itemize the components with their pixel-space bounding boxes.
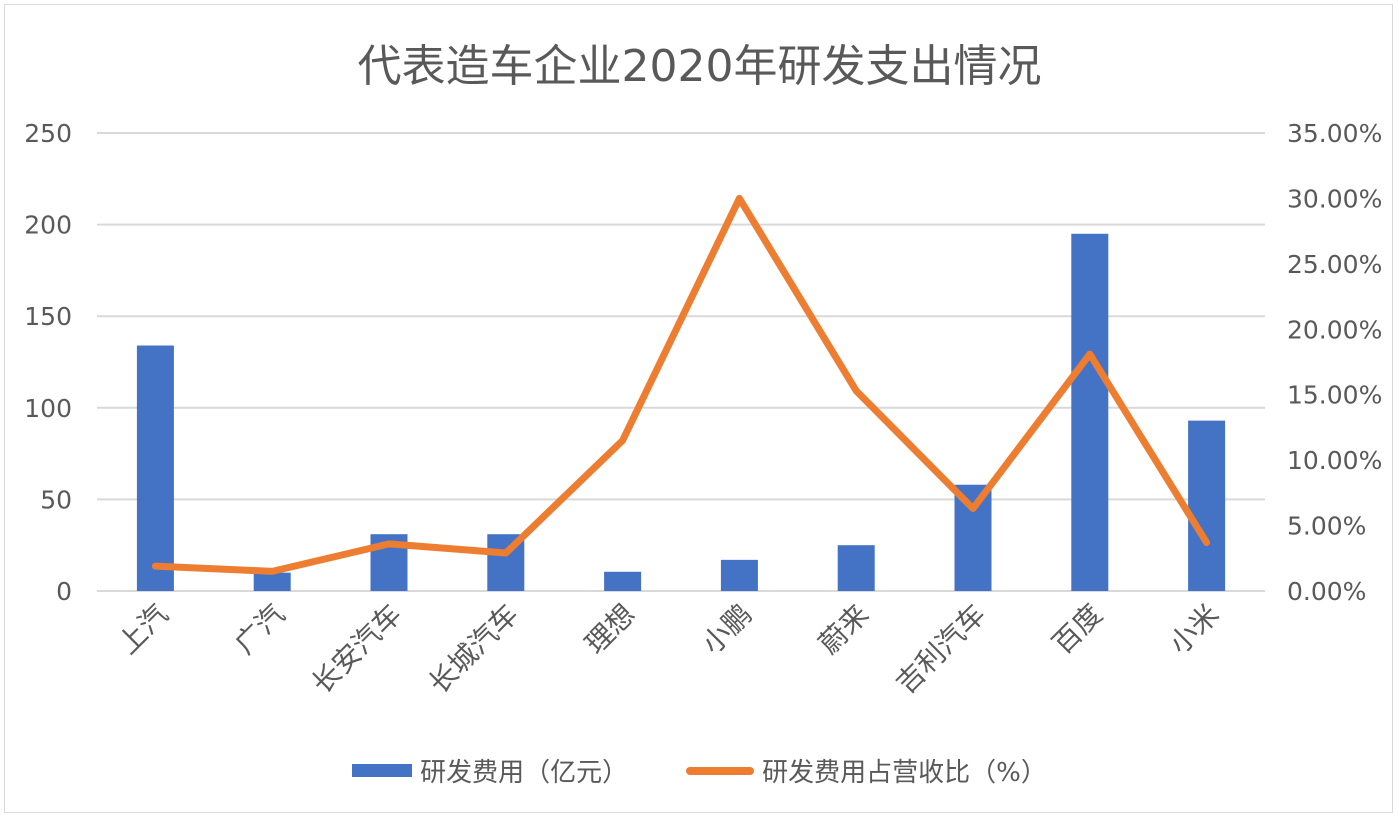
bar-小米 <box>1188 420 1226 591</box>
bar-蔚来 <box>837 545 875 591</box>
line-series-ratio <box>151 194 1211 575</box>
bar-上汽 <box>136 345 174 591</box>
left-axis-tick-label: 250 <box>24 119 72 148</box>
legend-item-bar: 研发费用（亿元） <box>352 752 628 789</box>
category-label: 长安汽车 <box>305 598 408 701</box>
legend-item-line: 研发费用占营收比（%） <box>686 752 1047 789</box>
line-point-小鹏 <box>738 197 740 199</box>
line-point-小米 <box>1206 542 1208 544</box>
legend-label-line: 研发费用占营收比（%） <box>762 758 1047 788</box>
right-axis-tick-label: 20.00% <box>1287 315 1382 344</box>
left-axis-tick-label: 100 <box>24 394 72 423</box>
line-point-理想 <box>622 440 624 442</box>
line-point-长安汽车 <box>388 543 390 545</box>
bar-吉利汽车 <box>954 484 992 591</box>
category-label: 上汽 <box>111 598 174 661</box>
bar-百度 <box>1071 233 1109 591</box>
left-axis-tick-label: 200 <box>24 211 72 240</box>
bar-广汽 <box>253 572 291 591</box>
right-axis-tick-label: 30.00% <box>1287 184 1382 213</box>
line-point-广汽 <box>271 570 273 572</box>
category-label: 小鹏 <box>695 598 758 661</box>
category-label: 吉利汽车 <box>889 598 992 701</box>
category-label: 广汽 <box>228 598 291 661</box>
right-axis-tick-label: 35.00% <box>1287 119 1382 148</box>
legend-swatch-bar <box>352 764 413 777</box>
bar-小鹏 <box>720 559 758 591</box>
left-axis-tick-label: 150 <box>24 302 72 331</box>
left-axis-tick-label: 0 <box>56 577 72 606</box>
right-axis-tick-label: 10.00% <box>1287 446 1382 475</box>
line-point-长城汽车 <box>505 552 507 554</box>
right-axis-tick-label: 15.00% <box>1287 381 1382 410</box>
category-label: 蔚来 <box>812 598 875 661</box>
legend-label-bar: 研发费用（亿元） <box>420 758 629 788</box>
line-point-上汽 <box>154 565 156 567</box>
chart-legend: 研发费用（亿元） 研发费用占营收比（%） <box>0 752 1399 789</box>
left-axis-tick-label: 50 <box>40 485 72 514</box>
legend-swatch-line <box>686 766 755 775</box>
category-label: 小米 <box>1163 598 1226 661</box>
category-label: 长城汽车 <box>422 598 525 701</box>
line-point-吉利汽车 <box>972 508 974 510</box>
category-label: 理想 <box>579 598 642 661</box>
right-axis-tick-label: 0.00% <box>1287 577 1366 606</box>
right-axis-tick-label: 25.00% <box>1287 250 1382 279</box>
right-axis-tick-label: 5.00% <box>1287 512 1366 541</box>
bar-理想 <box>604 571 642 591</box>
category-label: 百度 <box>1046 598 1109 661</box>
chart-title: 代表造车企业2020年研发支出情况 <box>357 41 1042 92</box>
line-point-百度 <box>1089 353 1091 355</box>
line-point-蔚来 <box>855 390 857 392</box>
